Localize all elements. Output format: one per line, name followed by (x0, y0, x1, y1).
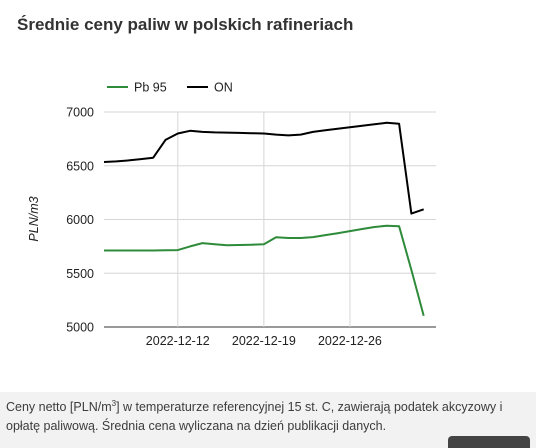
y-tick-label: 7000 (66, 106, 94, 120)
legend-item-pb95[interactable]: Pb 95 (107, 81, 167, 95)
series-line-pb95 (104, 224, 425, 316)
footnote-text-end: ] w temperaturze referencyjnej 15 st. C,… (6, 400, 503, 433)
legend[interactable]: Pb 95 ON (107, 81, 233, 95)
x-tick-label: 2022-12-12 (146, 334, 210, 348)
x-tick-label: 2022-12-19 (232, 334, 296, 348)
footnote-text-start: Ceny netto [PLN/m (6, 400, 112, 414)
legend-label: ON (214, 81, 233, 95)
footnote: Ceny netto [PLN/m3] w temperaturze refer… (6, 398, 531, 436)
footnote-superscript: 3 (111, 398, 117, 408)
y-axis-ticks: 5000 5500 6000 6500 7000 (66, 106, 94, 335)
series-lines (103, 121, 425, 316)
x-axis-ticks: 2022-12-12 2022-12-19 2022-12-26 (146, 334, 382, 348)
legend-label: Pb 95 (134, 81, 167, 95)
y-tick-label: 5000 (66, 321, 94, 335)
legend-item-on[interactable]: ON (187, 81, 233, 95)
chart-card: Średnie ceny paliw w polskich rafineriac… (0, 0, 536, 392)
y-tick-label: 5500 (66, 267, 94, 281)
y-tick-label: 6500 (66, 159, 94, 173)
x-tick-label: 2022-12-26 (318, 334, 382, 348)
chart-title: Średnie ceny paliw w polskich rafineriac… (17, 15, 354, 34)
y-tick-label: 6000 (66, 213, 94, 227)
bottom-right-button[interactable] (448, 436, 530, 448)
grid-lines (104, 111, 436, 328)
series-line-on (103, 121, 425, 215)
y-axis-label: PLN/m3 (27, 196, 41, 241)
